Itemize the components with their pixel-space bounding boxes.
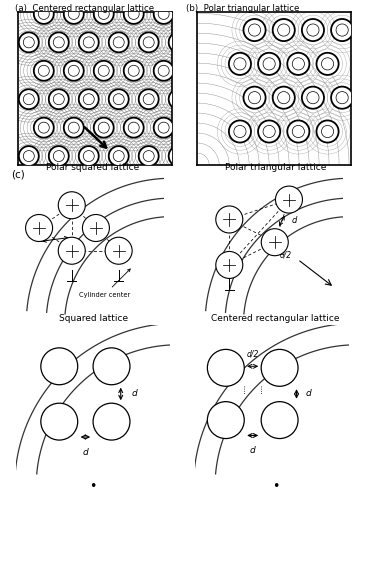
Circle shape (64, 61, 84, 81)
Circle shape (139, 146, 159, 166)
Circle shape (64, 118, 84, 137)
Circle shape (229, 121, 251, 143)
Circle shape (207, 349, 244, 386)
Text: (c): (c) (11, 169, 25, 179)
Circle shape (79, 32, 99, 52)
Circle shape (287, 53, 310, 75)
Circle shape (276, 186, 303, 213)
Text: θ/2: θ/2 (280, 251, 292, 259)
Circle shape (261, 349, 298, 386)
Circle shape (154, 118, 174, 137)
Circle shape (109, 32, 129, 52)
Circle shape (34, 118, 54, 137)
Circle shape (49, 146, 69, 166)
Circle shape (94, 61, 114, 81)
Circle shape (94, 4, 114, 24)
Circle shape (58, 192, 85, 219)
Circle shape (82, 215, 110, 241)
Circle shape (124, 4, 144, 24)
Text: (a)  Centered rectangular lattice: (a) Centered rectangular lattice (15, 4, 154, 13)
Circle shape (19, 32, 39, 52)
Circle shape (79, 89, 99, 109)
Circle shape (207, 401, 244, 438)
Circle shape (261, 401, 298, 438)
Circle shape (41, 403, 78, 440)
Circle shape (273, 19, 295, 41)
Circle shape (19, 146, 39, 166)
Text: (b)  Polar triangular lattice: (b) Polar triangular lattice (186, 4, 300, 13)
Circle shape (261, 229, 288, 256)
Text: Cylinder center: Cylinder center (79, 269, 130, 298)
Text: Polar triangular lattice: Polar triangular lattice (225, 163, 326, 172)
Circle shape (169, 146, 189, 166)
Text: Centered rectangular lattice: Centered rectangular lattice (211, 314, 340, 323)
Circle shape (94, 118, 114, 137)
Text: d: d (292, 216, 297, 226)
Circle shape (169, 32, 189, 52)
Circle shape (49, 89, 69, 109)
Circle shape (93, 403, 130, 440)
Circle shape (34, 61, 54, 81)
Circle shape (229, 53, 251, 75)
Circle shape (49, 32, 69, 52)
Circle shape (124, 118, 144, 137)
Circle shape (216, 252, 243, 278)
Circle shape (258, 121, 280, 143)
Circle shape (316, 53, 339, 75)
Text: Polar squared lattice: Polar squared lattice (46, 163, 140, 172)
Text: d: d (40, 235, 45, 244)
Circle shape (243, 86, 266, 108)
Circle shape (139, 32, 159, 52)
Circle shape (41, 348, 78, 385)
Circle shape (79, 146, 99, 166)
Circle shape (243, 19, 266, 41)
Text: •: • (272, 480, 279, 492)
Text: d: d (131, 389, 137, 398)
Circle shape (34, 4, 54, 24)
Circle shape (287, 121, 310, 143)
Circle shape (331, 19, 353, 41)
Circle shape (105, 237, 132, 264)
Circle shape (302, 19, 324, 41)
Text: d: d (82, 448, 88, 457)
Circle shape (64, 4, 84, 24)
Circle shape (58, 237, 85, 264)
Text: d: d (306, 389, 311, 398)
Circle shape (169, 89, 189, 109)
Circle shape (109, 146, 129, 166)
Circle shape (273, 86, 295, 108)
Text: d: d (250, 446, 256, 455)
Circle shape (216, 206, 243, 233)
Circle shape (154, 61, 174, 81)
Circle shape (331, 86, 353, 108)
Circle shape (258, 53, 280, 75)
Text: θ: θ (123, 253, 128, 262)
Text: •: • (89, 480, 97, 492)
Circle shape (93, 348, 130, 385)
Text: d/2: d/2 (246, 350, 259, 358)
Circle shape (154, 4, 174, 24)
Circle shape (19, 89, 39, 109)
Circle shape (139, 89, 159, 109)
Circle shape (302, 86, 324, 108)
Circle shape (124, 61, 144, 81)
Circle shape (109, 89, 129, 109)
Circle shape (316, 121, 339, 143)
Circle shape (26, 215, 53, 241)
Text: Squared lattice: Squared lattice (58, 314, 128, 323)
